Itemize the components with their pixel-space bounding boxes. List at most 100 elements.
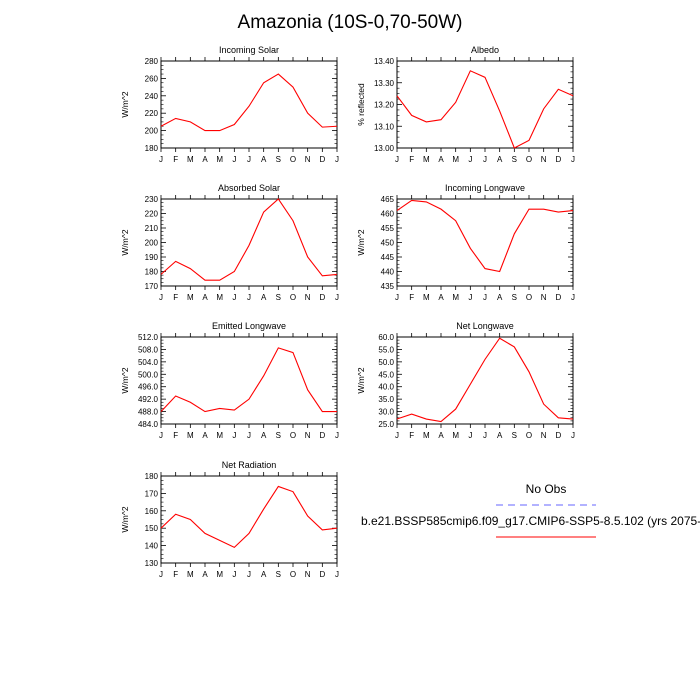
x-tick-label: M bbox=[423, 293, 430, 302]
x-tick-label: A bbox=[438, 431, 444, 440]
x-tick-label: M bbox=[452, 293, 459, 302]
y-tick-label: 200 bbox=[145, 127, 159, 136]
x-tick-label: D bbox=[319, 293, 325, 302]
x-tick-label: F bbox=[173, 293, 178, 302]
y-tick-label: 240 bbox=[145, 92, 159, 101]
x-tick-label: J bbox=[468, 293, 472, 302]
y-axis-label: W/m^2 bbox=[120, 91, 130, 117]
chart-title: Incoming Longwave bbox=[445, 183, 525, 193]
y-tick-label: 50.0 bbox=[378, 358, 394, 367]
y-tick-label: 460 bbox=[381, 210, 395, 219]
x-tick-label: J bbox=[159, 155, 163, 164]
y-tick-label: 13.00 bbox=[374, 144, 395, 153]
x-tick-label: A bbox=[261, 293, 267, 302]
legend-obs-label: No Obs bbox=[526, 482, 567, 496]
x-tick-label: F bbox=[173, 431, 178, 440]
x-tick-label: J bbox=[247, 431, 251, 440]
x-tick-label: M bbox=[452, 155, 459, 164]
y-tick-label: 496.0 bbox=[138, 383, 159, 392]
x-tick-label: O bbox=[290, 155, 296, 164]
y-tick-label: 140 bbox=[145, 542, 159, 551]
y-tick-label: 180 bbox=[145, 268, 159, 277]
x-tick-label: J bbox=[232, 431, 236, 440]
y-tick-label: 280 bbox=[145, 57, 159, 66]
x-tick-label: S bbox=[276, 155, 281, 164]
y-tick-label: 488.0 bbox=[138, 408, 159, 417]
x-tick-label: J bbox=[335, 293, 339, 302]
y-tick-label: 170 bbox=[145, 282, 159, 291]
y-tick-label: 60.0 bbox=[378, 333, 394, 342]
x-tick-label: S bbox=[276, 570, 281, 579]
plot-frame bbox=[396, 198, 574, 287]
x-tick-label: O bbox=[290, 293, 296, 302]
x-tick-label: M bbox=[423, 431, 430, 440]
chart-title: Net Longwave bbox=[456, 321, 514, 331]
y-axis-label: W/m^2 bbox=[120, 229, 130, 255]
x-tick-label: A bbox=[438, 293, 444, 302]
y-tick-label: 13.20 bbox=[374, 101, 395, 110]
x-tick-label: S bbox=[276, 431, 281, 440]
x-tick-label: N bbox=[541, 293, 547, 302]
x-tick-label: J bbox=[571, 155, 575, 164]
x-tick-label: J bbox=[571, 431, 575, 440]
x-tick-label: S bbox=[512, 431, 517, 440]
x-tick-label: J bbox=[232, 293, 236, 302]
x-tick-label: N bbox=[305, 293, 311, 302]
y-tick-label: 30.0 bbox=[378, 408, 394, 417]
y-tick-label: 500.0 bbox=[138, 370, 159, 379]
y-tick-label: 45.0 bbox=[378, 370, 394, 379]
y-axis-label: W/m^2 bbox=[356, 229, 366, 255]
x-tick-label: N bbox=[305, 155, 311, 164]
x-tick-label: J bbox=[247, 155, 251, 164]
series-line bbox=[396, 337, 574, 423]
y-tick-label: 455 bbox=[381, 224, 395, 233]
x-tick-label: D bbox=[319, 155, 325, 164]
series-line bbox=[160, 347, 337, 413]
x-tick-label: J bbox=[247, 570, 251, 579]
chart-title: Albedo bbox=[471, 45, 499, 55]
y-tick-label: 200 bbox=[145, 239, 159, 248]
x-tick-label: O bbox=[290, 431, 296, 440]
series-line bbox=[160, 485, 338, 548]
x-tick-label: O bbox=[526, 293, 532, 302]
y-axis-label: W/m^2 bbox=[120, 506, 130, 532]
y-tick-label: 440 bbox=[381, 268, 395, 277]
x-tick-label: J bbox=[571, 293, 575, 302]
y-tick-label: 160 bbox=[145, 507, 159, 516]
x-tick-label: F bbox=[173, 570, 178, 579]
x-tick-label: N bbox=[305, 431, 311, 440]
x-tick-label: O bbox=[526, 431, 532, 440]
x-tick-label: S bbox=[512, 293, 517, 302]
x-tick-label: J bbox=[395, 155, 399, 164]
x-tick-label: J bbox=[159, 570, 163, 579]
x-tick-label: A bbox=[202, 293, 208, 302]
y-tick-label: 220 bbox=[145, 109, 159, 118]
y-tick-label: 260 bbox=[145, 74, 159, 83]
x-tick-label: A bbox=[202, 431, 208, 440]
y-tick-label: 180 bbox=[145, 144, 159, 153]
x-tick-label: N bbox=[541, 431, 547, 440]
y-tick-label: 180 bbox=[145, 472, 159, 481]
series-line bbox=[396, 199, 574, 273]
chart-title: Absorbed Solar bbox=[218, 183, 280, 193]
x-tick-label: D bbox=[555, 293, 561, 302]
y-tick-label: 230 bbox=[145, 195, 159, 204]
y-tick-label: 450 bbox=[381, 239, 395, 248]
x-tick-label: M bbox=[187, 155, 194, 164]
page-title: Amazonia (10S-0,70-50W) bbox=[237, 12, 463, 33]
x-tick-label: M bbox=[216, 431, 223, 440]
x-tick-label: J bbox=[468, 155, 472, 164]
x-tick-label: J bbox=[159, 293, 163, 302]
x-tick-label: A bbox=[497, 293, 503, 302]
x-tick-label: M bbox=[423, 155, 430, 164]
series-line bbox=[160, 198, 338, 281]
x-tick-label: M bbox=[187, 570, 194, 579]
plot-frame bbox=[396, 336, 574, 425]
y-tick-label: 465 bbox=[381, 195, 395, 204]
y-tick-label: 445 bbox=[381, 253, 395, 262]
chart-title: Incoming Solar bbox=[219, 45, 279, 55]
